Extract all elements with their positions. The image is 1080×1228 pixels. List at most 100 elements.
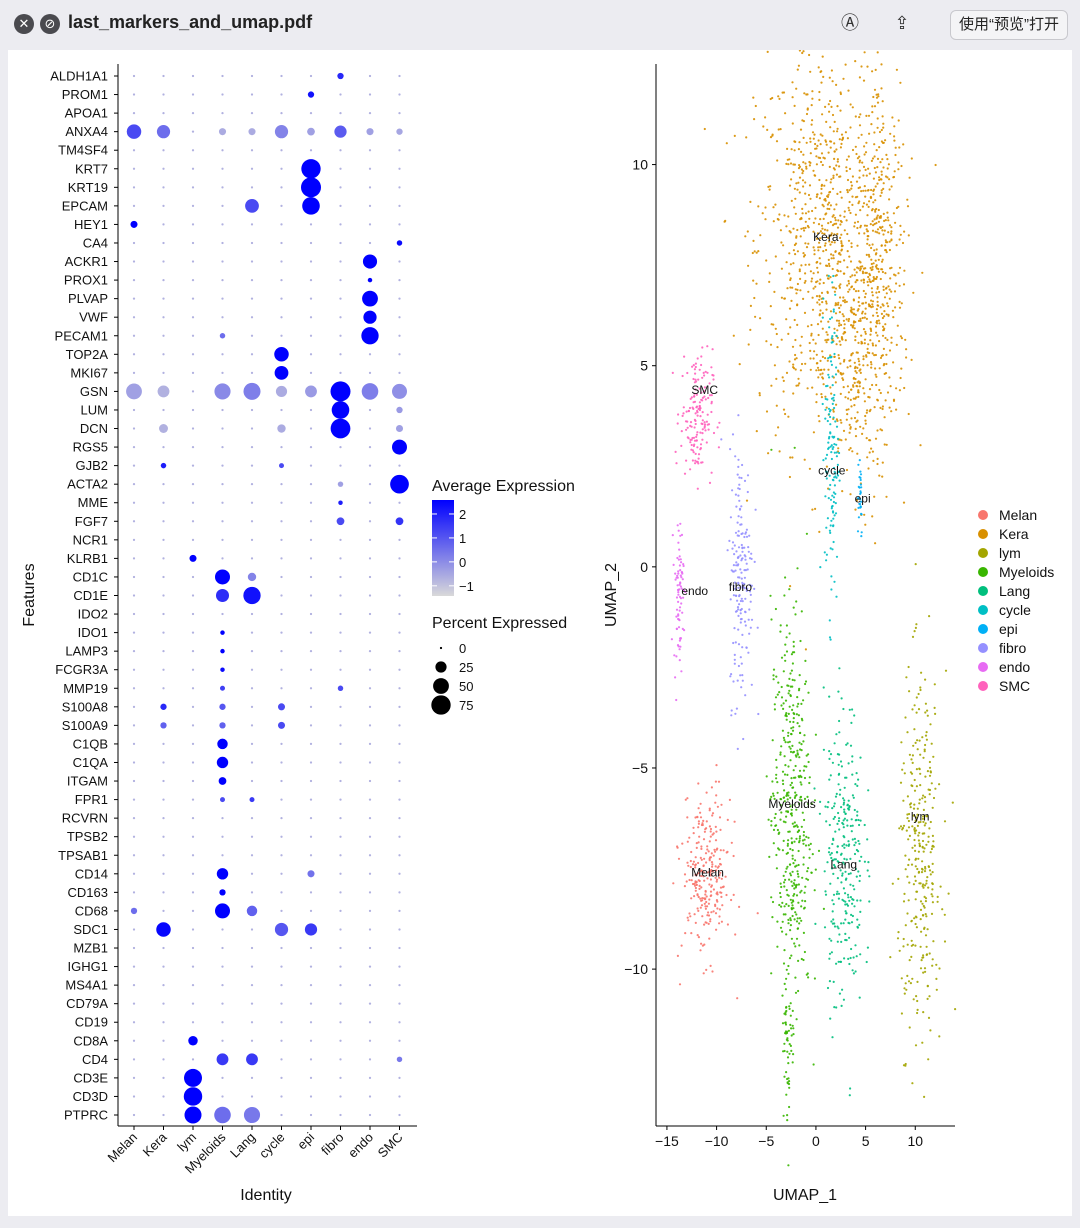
umap-point-Kera [789,585,792,588]
umap-point-Kera [843,301,847,304]
umap-point-lym [930,847,934,851]
feature-label: CD3D [73,1089,108,1104]
umap-point-Lang [836,845,839,848]
umap-point-fibro [734,531,738,534]
umap-point-Kera [837,319,841,322]
umap-point-Kera [818,178,821,182]
umap-point-Kera [890,341,893,344]
umap-point-Lang [837,783,840,786]
umap-point-Kera [878,474,881,477]
umap-point-Kera [869,328,873,331]
dot-MME-endo [368,501,372,504]
umap-point-Lang [840,922,843,925]
open-with-preview-button[interactable]: 使用“预览”打开 [950,10,1068,40]
umap-point-Kera [818,257,821,260]
umap-point-fibro [737,664,741,668]
umap-point-Kera [883,362,886,366]
umap-point-Kera [885,362,888,366]
dot-KRT7-Melan [132,167,136,170]
dot-DCN-Myeloids [221,427,224,430]
dot-NCR1-Myeloids [221,538,224,541]
umap-point-Kera [816,266,819,269]
umap-point-Kera [830,257,833,260]
umap-point-Kera [880,173,883,176]
umap-point-fibro [743,546,746,549]
umap-point-Lang [851,838,854,841]
umap-point-Myeloids [784,659,787,662]
umap-point-fibro [740,577,743,580]
umap-legend-label: Lang [999,583,1030,599]
umap-point-Myeloids [782,839,785,843]
umap-point-fibro [744,569,748,572]
umap-point-lym [928,869,932,872]
umap-point-Myeloids [804,659,807,663]
umap-point-Kera [830,234,833,237]
dot-C1QA-cycle [280,761,283,764]
umap-point-lym [941,908,944,911]
umap-point-Kera [862,328,866,331]
markup-icon[interactable]: Ⓐ [841,13,859,33]
umap-point-Myeloids [817,849,821,853]
umap-point-lym [907,665,910,669]
umap-point-lym [916,1008,919,1012]
umap-point-Melan [700,858,703,861]
umap-point-Myeloids [798,756,801,759]
umap-point-Lang [849,956,852,960]
umap-point-Kera [794,212,797,215]
dotplot-x-title: Identity [240,1187,292,1204]
dot-NCR1-epi [309,538,313,541]
umap-point-cycle [834,512,838,515]
umap-point-Myeloids [791,651,795,654]
umap-point-lym [905,988,908,991]
dot-LUM-fibro [331,401,350,419]
umap-point-Kera [796,250,800,253]
umap-point-SMC [706,345,709,348]
umap-point-Kera [898,266,902,269]
share-icon[interactable]: ⇪ [894,13,910,33]
umap-point-Kera [805,112,809,116]
umap-point-Kera [876,314,879,318]
dot-CD14-fibro [339,872,342,875]
umap-point-Kera [821,55,824,58]
umap-point-Kera [868,200,871,203]
umap-point-Kera [862,289,865,293]
umap-point-Myeloids [784,913,787,916]
umap-point-Kera [833,150,836,153]
umap-point-Kera [871,265,874,268]
dot-PECAM1-Kera [162,334,165,337]
umap-point-fibro [733,587,736,590]
block-icon[interactable]: ⊘ [40,14,60,34]
dot-TPSB2-SMC [398,835,401,838]
umap-point-Kera [839,362,842,365]
umap-point-lym [921,839,925,843]
feature-label: TOP2A [66,347,109,362]
dot-TM4SF4-endo [368,149,372,152]
close-icon[interactable]: ✕ [14,14,34,34]
umap-point-Kera [799,344,802,347]
umap-point-Kera [747,264,750,267]
umap-point-Kera [903,269,906,272]
umap-point-lym [904,854,907,857]
umap-point-lym [921,846,924,849]
umap-point-Lang [844,918,847,921]
umap-point-Kera [875,149,878,152]
umap-point-Kera [889,132,892,135]
umap-point-lym [923,847,926,850]
umap-point-lym [912,744,915,747]
umap-point-Melan [705,921,708,924]
umap-point-Lang [828,980,832,983]
dot-CD68-lym [191,909,195,913]
legend-expr-label: 1 [459,531,466,546]
umap-point-fibro [742,737,745,741]
umap-point-Kera [807,290,810,293]
umap-point-Lang [830,852,833,855]
umap-point-Lang [856,814,859,817]
umap-point-lym [924,900,928,903]
umap-point-Myeloids [787,734,790,737]
umap-point-Kera [867,189,870,192]
umap-point-Kera [841,490,844,493]
umap-point-lym [925,879,928,882]
dot-MS4A1-Melan [132,984,136,987]
umap-point-Myeloids [804,680,808,683]
umap-point-Kera [789,326,792,329]
